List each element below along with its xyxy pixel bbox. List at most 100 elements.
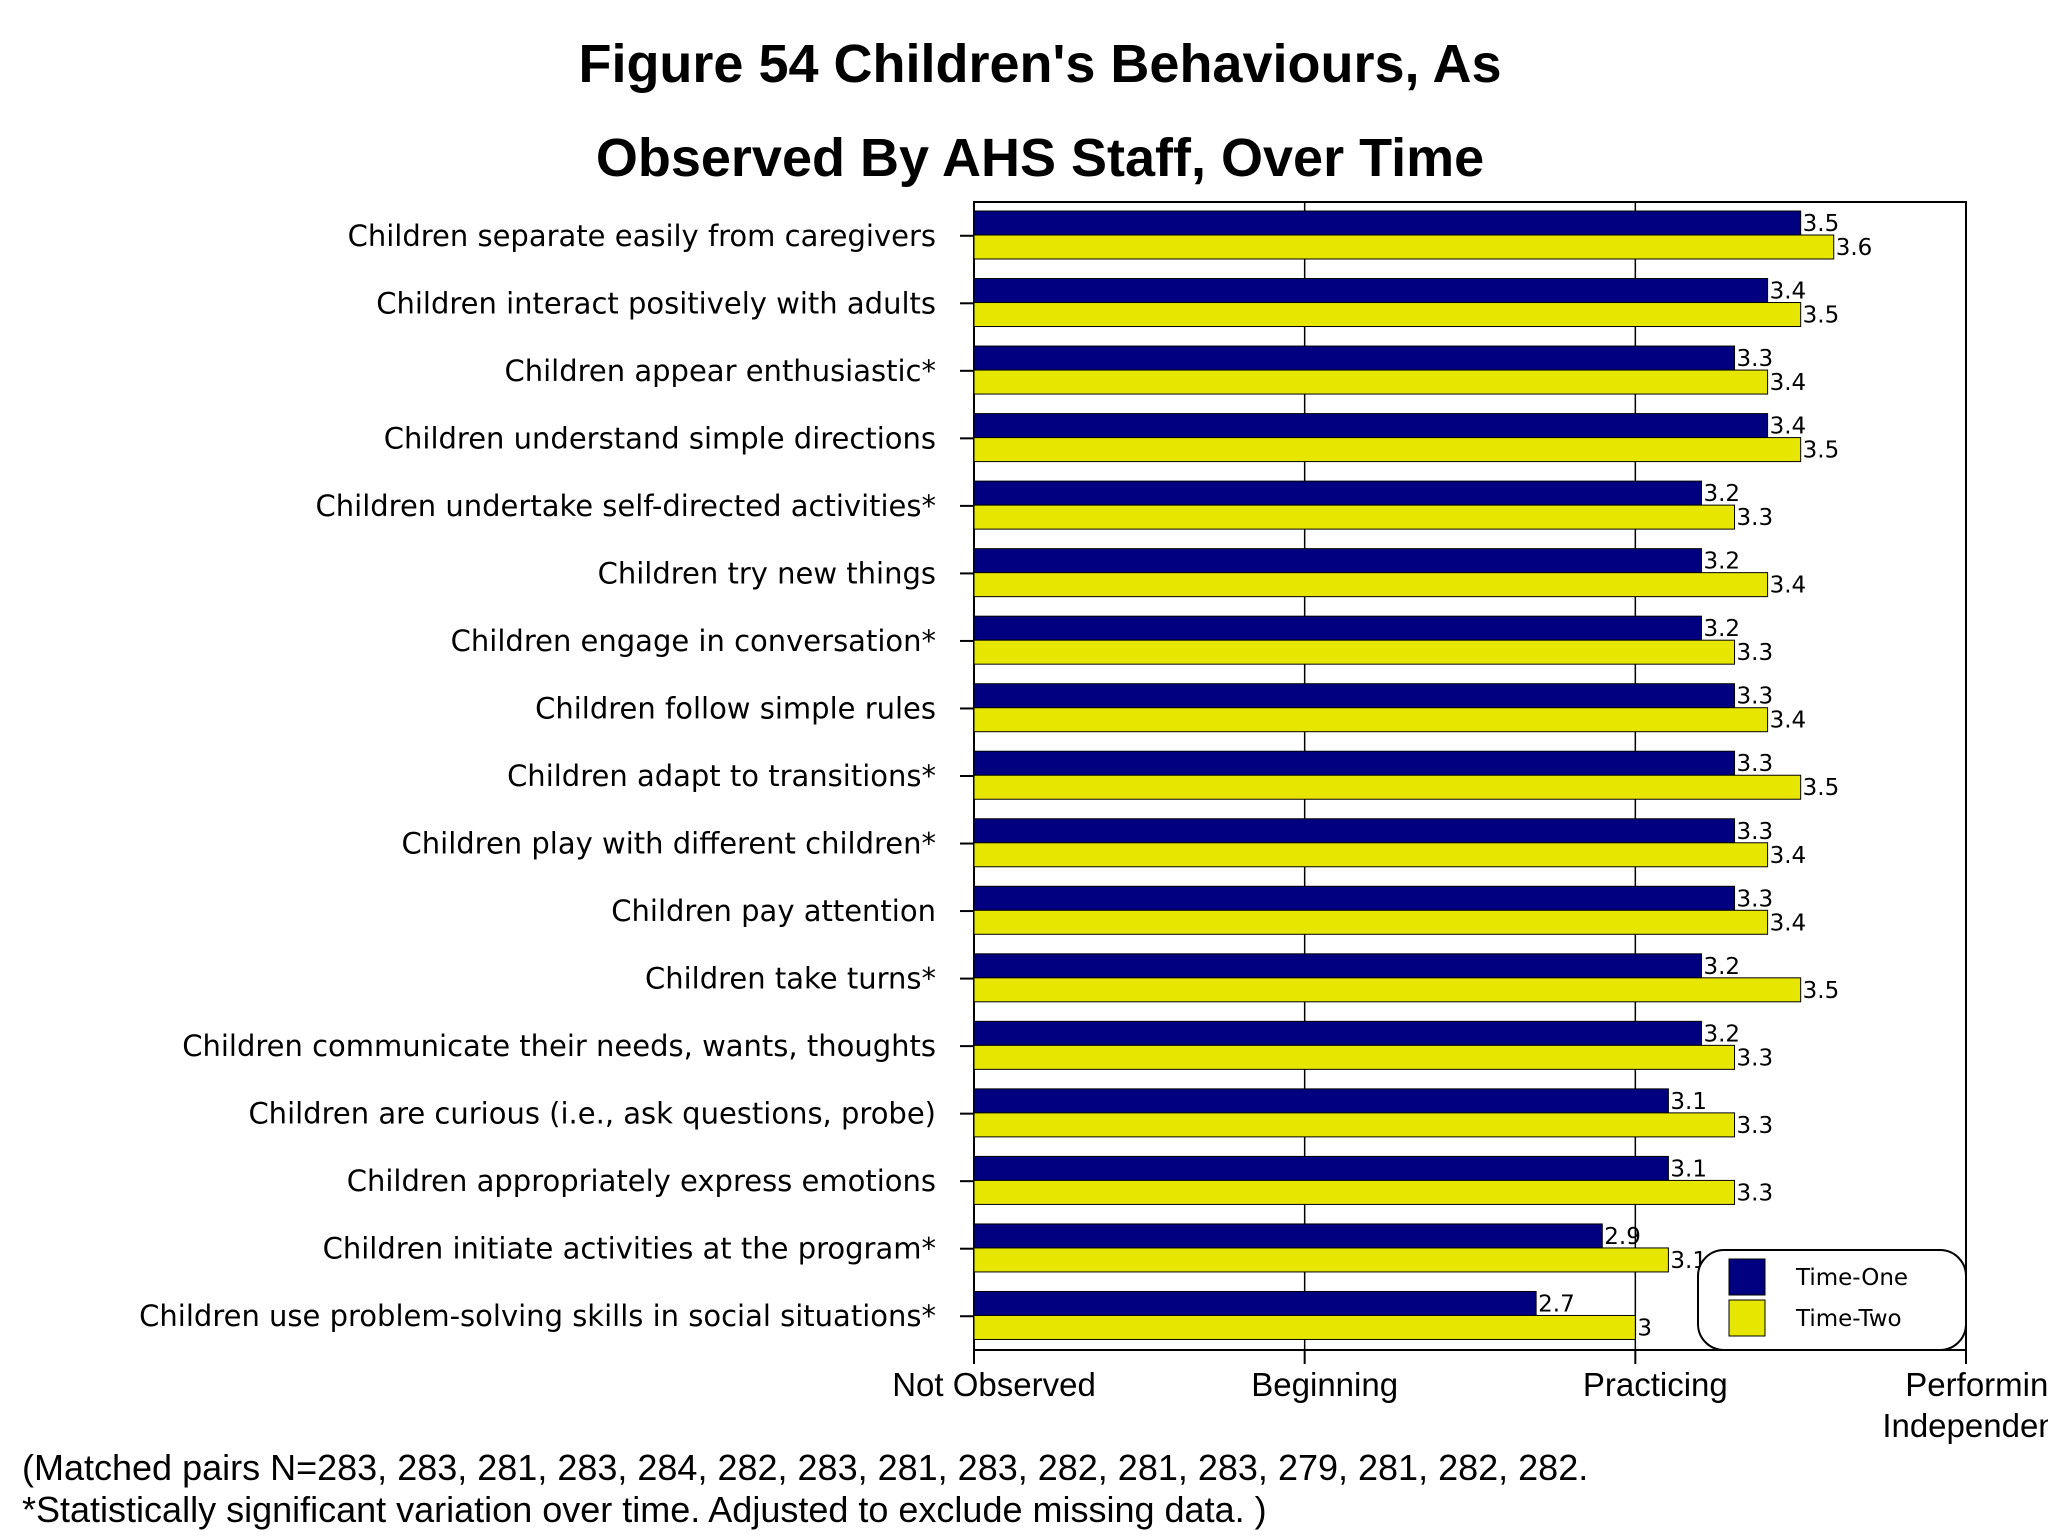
bar-time-one-15 xyxy=(973,1223,1603,1249)
data-label-time-one-13: 3.1 xyxy=(1670,1089,1707,1115)
bar-time-one-10 xyxy=(973,885,1736,911)
bar-time-two-12 xyxy=(973,1044,1736,1070)
data-label-time-two-7: 3.4 xyxy=(1770,708,1807,734)
legend: Time-One Time-Two xyxy=(1697,1249,1967,1351)
category-label-children-communicate-their-needs-wants-thoughts: Children communicate their needs, wants,… xyxy=(182,1029,936,1063)
x-tick-label-beginning: Beginning xyxy=(1251,1366,1398,1403)
bar-time-one-4 xyxy=(973,480,1702,506)
data-label-time-one-3: 3.4 xyxy=(1770,414,1807,440)
bar-time-two-16 xyxy=(973,1314,1636,1340)
data-label-time-one-5: 3.2 xyxy=(1703,549,1740,575)
data-label-time-two-5: 3.4 xyxy=(1770,573,1807,599)
category-label-children-pay-attention: Children pay attention xyxy=(611,894,936,928)
data-label-time-one-0: 3.5 xyxy=(1803,211,1840,237)
bar-time-one-3 xyxy=(973,413,1769,439)
bar-time-two-9 xyxy=(973,842,1769,868)
data-label-time-one-11: 3.2 xyxy=(1703,954,1740,980)
x-tick-label-not-observed: Not Observed xyxy=(892,1366,1096,1403)
category-label-children-interact-positively-with-adults: Children interact positively with adults xyxy=(376,286,936,320)
data-label-time-two-14: 3.3 xyxy=(1737,1180,1774,1206)
bar-time-two-7 xyxy=(973,707,1769,733)
category-label-children-undertake-self-directed-activities: Children undertake self-directed activit… xyxy=(316,489,936,523)
category-labels: Children separate easily from caregivers… xyxy=(139,219,974,1333)
data-label-time-one-6: 3.2 xyxy=(1703,616,1740,642)
bar-time-two-6 xyxy=(973,639,1736,665)
chart-title-line-2: Observed By AHS Staff, Over Time xyxy=(596,128,1484,188)
bar-time-two-0 xyxy=(973,234,1835,260)
category-label-children-appear-enthusiastic: Children appear enthusiastic* xyxy=(505,354,937,388)
bar-time-two-10 xyxy=(973,909,1769,935)
category-label-children-engage-in-conversation: Children engage in conversation* xyxy=(451,624,936,658)
data-label-time-one-14: 3.1 xyxy=(1670,1156,1707,1182)
bar-time-one-16 xyxy=(973,1290,1537,1316)
legend-label-time-two: Time-Two xyxy=(1795,1306,1902,1332)
category-label-children-separate-easily-from-caregivers: Children separate easily from caregivers xyxy=(348,219,936,253)
category-label-children-initiate-activities-at-the-program: Children initiate activities at the prog… xyxy=(323,1232,936,1266)
data-label-time-one-10: 3.3 xyxy=(1737,886,1774,912)
x-tick-label-performing-independently: PerformingIndependently xyxy=(1882,1366,2048,1444)
data-label-time-two-4: 3.3 xyxy=(1737,505,1774,531)
bar-time-one-9 xyxy=(973,818,1736,844)
data-label-time-one-8: 3.3 xyxy=(1737,751,1774,777)
data-label-time-two-13: 3.3 xyxy=(1737,1113,1774,1139)
bar-time-one-14 xyxy=(973,1155,1669,1181)
bar-time-one-12 xyxy=(973,1020,1702,1046)
legend-swatch-time-one xyxy=(1728,1258,1766,1296)
footnote-line-2: *Statistically significant variation ove… xyxy=(22,1489,1267,1530)
bar-time-one-1 xyxy=(973,278,1769,304)
data-label-time-two-6: 3.3 xyxy=(1737,640,1774,666)
data-label-time-two-12: 3.3 xyxy=(1737,1045,1774,1071)
x-axis: Not Observed Beginning Practicing Performin… xyxy=(892,1350,2048,1444)
category-label-children-play-with-different-children: Children play with different children* xyxy=(402,827,936,861)
bar-time-one-13 xyxy=(973,1088,1669,1114)
category-label-children-appropriately-express-emotions: Children appropriately express emotions xyxy=(347,1164,936,1198)
category-label-children-adapt-to-transitions: Children adapt to transitions* xyxy=(507,759,936,793)
data-label-time-two-3: 3.5 xyxy=(1803,438,1840,464)
data-label-time-two-8: 3.5 xyxy=(1803,775,1840,801)
data-label-time-one-16: 2.7 xyxy=(1538,1291,1575,1317)
data-label-time-two-2: 3.4 xyxy=(1770,370,1807,396)
data-label-time-one-12: 3.2 xyxy=(1703,1021,1740,1047)
chart-title-line-1: Figure 54 Children's Behaviours, As xyxy=(578,34,1501,94)
bar-time-one-0 xyxy=(973,210,1802,236)
category-label-children-are-curious-i-e-ask-questions-probe: Children are curious (i.e., ask question… xyxy=(248,1097,936,1131)
category-label-children-understand-simple-directions: Children understand simple directions xyxy=(384,421,936,455)
bar-time-two-14 xyxy=(973,1179,1736,1205)
bar-time-two-3 xyxy=(973,437,1802,463)
legend-label-time-one: Time-One xyxy=(1795,1265,1908,1291)
bar-time-two-8 xyxy=(973,774,1802,800)
bar-time-two-1 xyxy=(973,302,1802,328)
data-label-time-two-10: 3.4 xyxy=(1770,910,1807,936)
legend-swatch-time-two xyxy=(1728,1299,1766,1337)
data-label-time-two-1: 3.5 xyxy=(1803,303,1840,329)
category-label-children-try-new-things: Children try new things xyxy=(598,556,936,590)
bar-time-one-6 xyxy=(973,615,1702,641)
data-label-time-two-0: 3.6 xyxy=(1836,235,1873,261)
data-label-time-one-4: 3.2 xyxy=(1703,481,1740,507)
data-label-time-two-11: 3.5 xyxy=(1803,978,1840,1004)
data-label-time-one-2: 3.3 xyxy=(1737,346,1774,372)
bar-time-one-7 xyxy=(973,683,1736,709)
data-label-time-two-9: 3.4 xyxy=(1770,843,1807,869)
bar-time-two-5 xyxy=(973,572,1769,598)
bar-time-two-2 xyxy=(973,369,1769,395)
bar-time-two-11 xyxy=(973,977,1802,1003)
data-label-time-one-1: 3.4 xyxy=(1770,279,1807,305)
category-label-children-use-problem-solving-skills-in-social-situations: Children use problem-solving skills in s… xyxy=(139,1299,936,1333)
bar-time-one-8 xyxy=(973,750,1736,776)
footnote-line-1: (Matched pairs N=283, 283, 281, 283, 284… xyxy=(22,1447,1588,1488)
data-label-time-two-16: 3 xyxy=(1637,1315,1652,1341)
bar-time-one-2 xyxy=(973,345,1736,371)
bar-time-two-13 xyxy=(973,1112,1736,1138)
data-label-time-one-9: 3.3 xyxy=(1737,819,1774,845)
bar-time-one-5 xyxy=(973,548,1702,574)
data-label-time-one-7: 3.3 xyxy=(1737,684,1774,710)
category-label-children-take-turns: Children take turns* xyxy=(645,962,936,996)
bar-time-two-15 xyxy=(973,1247,1669,1273)
category-label-children-follow-simple-rules: Children follow simple rules xyxy=(535,691,936,725)
bar-time-one-11 xyxy=(973,953,1702,979)
data-label-time-one-15: 2.9 xyxy=(1604,1224,1641,1250)
x-tick-label-practicing: Practicing xyxy=(1583,1366,1728,1403)
bar-time-two-4 xyxy=(973,504,1736,530)
